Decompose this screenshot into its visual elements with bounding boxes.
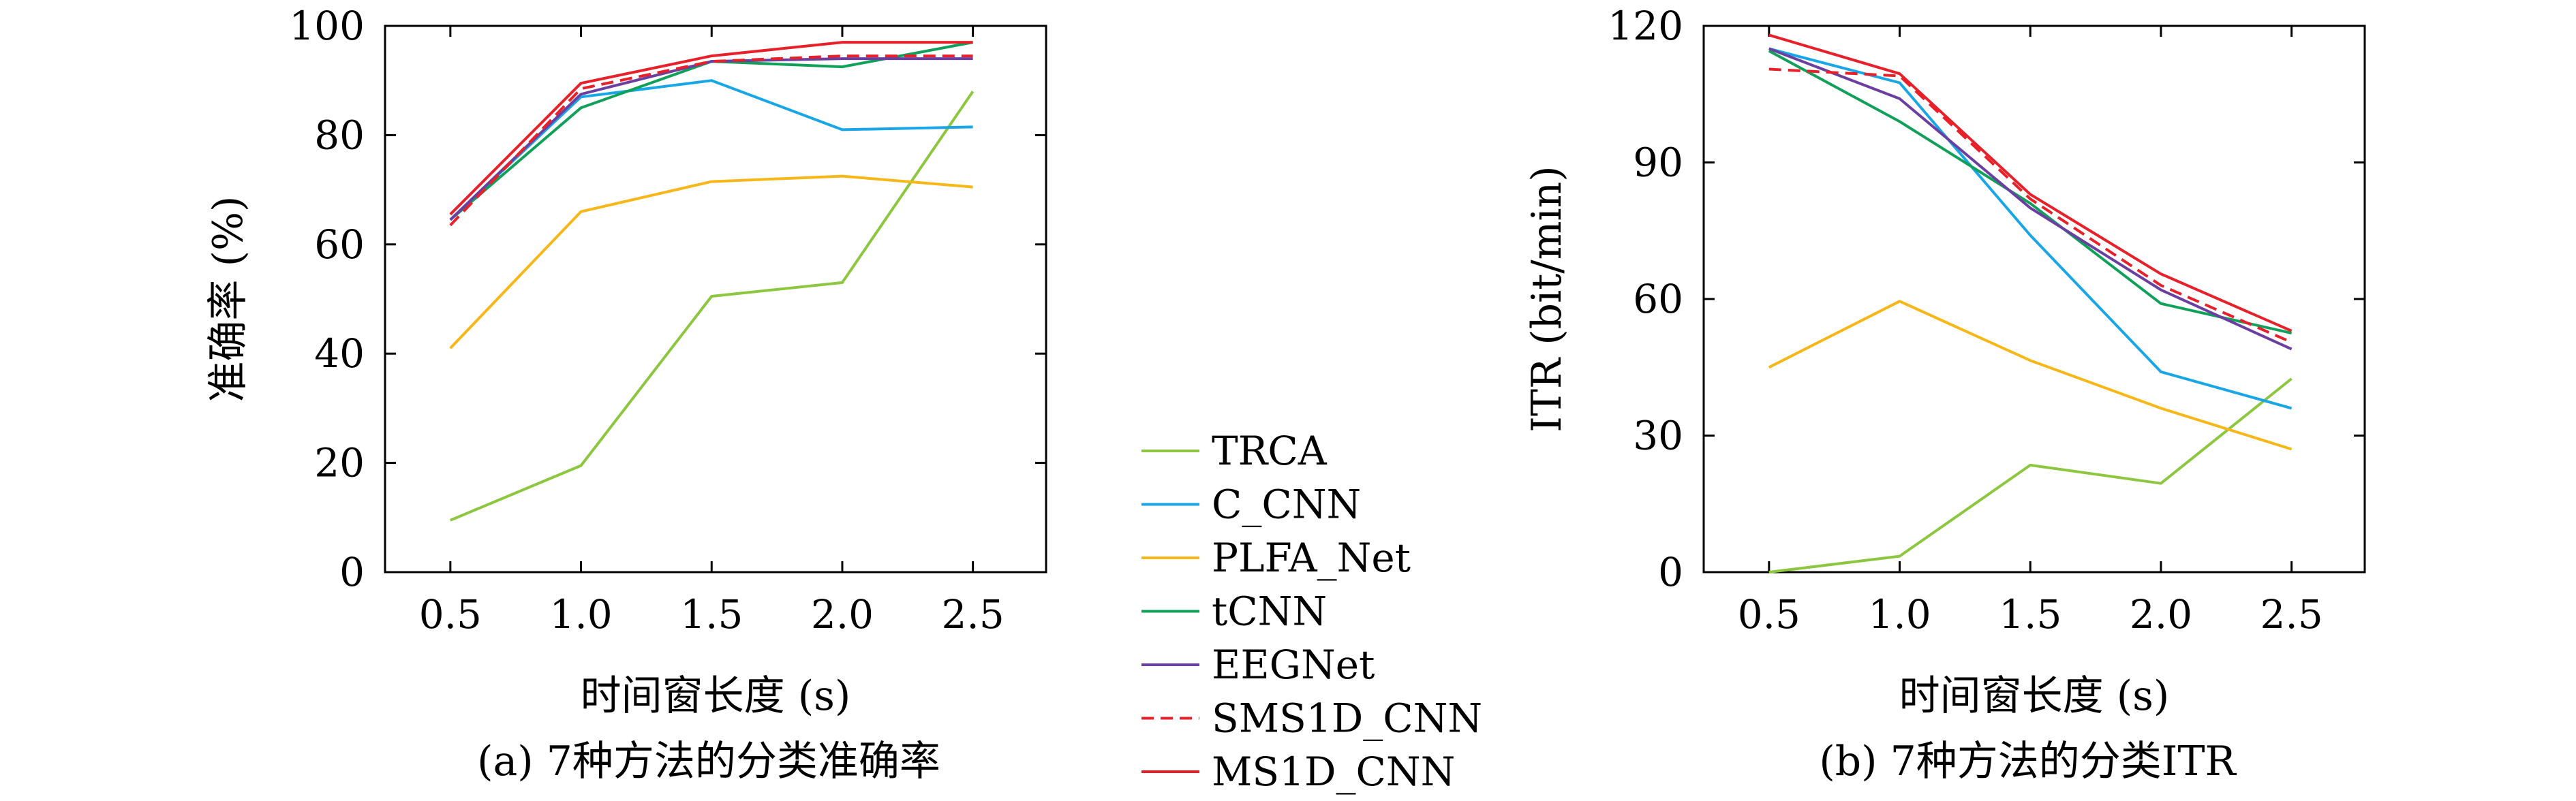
y-tick-label-b-4: 120 xyxy=(1608,3,1683,49)
caption-a: (a) 7种方法的分类准确率 xyxy=(477,738,940,785)
series-line-a-trca xyxy=(450,91,975,522)
panel-a-accuracy-chart: 0.5 1.0 1.5 2.0 2.5 0 20 40 60 80 100 时间窗长度 (s) 准确率 … xyxy=(204,3,1047,785)
series-line-b-c-cnn xyxy=(1768,47,2293,410)
y-tick-label-a-3: 60 xyxy=(314,221,365,268)
x-tick-label-a-0: 0.5 xyxy=(419,591,482,638)
series-line-a-sms1d-cnn xyxy=(449,54,973,227)
x-tick-label-a-4: 2.5 xyxy=(942,591,1005,638)
series-line-a-plfa-net xyxy=(449,174,973,349)
y-tick-label-a-5: 100 xyxy=(289,3,365,49)
y-tick-label-b-2: 60 xyxy=(1633,276,1683,322)
legend-label-trca: TRCA xyxy=(1212,428,1328,474)
plot-frame-a xyxy=(384,25,1047,574)
y-tick-label-a-4: 80 xyxy=(314,112,365,158)
series-line-a-eegnet xyxy=(449,57,973,221)
y-tick-label-a-0: 0 xyxy=(339,549,365,595)
x-tick-label-a-3: 2.0 xyxy=(811,591,874,638)
x-axis-label-b: 时间窗长度 (s) xyxy=(1899,672,2170,720)
y-axis-label-b: ITR (bit/min) xyxy=(1523,166,1571,432)
x-tick-label-b-1: 1.0 xyxy=(1868,591,1931,638)
legend-label-ms1d-cnn: MS1D_CNN xyxy=(1212,749,1455,795)
series-line-a-ms1d-cnn xyxy=(449,41,973,216)
legend-label-eegnet: EEGNet xyxy=(1212,642,1375,688)
series-line-a-tcnn xyxy=(449,41,973,221)
y-tick-label-b-0: 0 xyxy=(1658,549,1683,595)
legend-label-sms1d-cnn: SMS1D_CNN xyxy=(1212,695,1482,742)
legend-label-plfa-net: PLFA_Net xyxy=(1212,535,1411,581)
series-line-a-c-cnn xyxy=(449,79,973,221)
series-line-b-tcnn xyxy=(1768,50,2293,335)
x-tick-label-b-3: 2.0 xyxy=(2130,591,2192,638)
x-tick-label-b-4: 2.5 xyxy=(2260,591,2323,638)
legend-label-c-cnn: C_CNN xyxy=(1212,482,1361,528)
series-line-b-sms1d-cnn xyxy=(1768,67,2293,344)
x-tick-label-a-1: 1.0 xyxy=(549,591,612,638)
caption-b: (b) 7种方法的分类ITR xyxy=(1819,738,2237,785)
y-tick-label-a-1: 20 xyxy=(314,440,365,486)
series-line-b-trca xyxy=(1768,377,2293,574)
plot-frame-b xyxy=(1702,25,2366,574)
series-line-b-plfa-net xyxy=(1768,300,2293,451)
x-tick-label-b-0: 0.5 xyxy=(1738,591,1800,638)
y-tick-label-a-2: 40 xyxy=(314,330,365,377)
y-tick-label-b-3: 90 xyxy=(1633,140,1683,186)
y-axis-label-a: 准确率 (%) xyxy=(204,196,252,403)
legend: TRCA C_CNN PLFA_Net tCNN EEGNet SMS1D_CNN MS1D… xyxy=(1141,428,1482,795)
series-line-b-eegnet xyxy=(1768,47,2293,351)
series-line-b-ms1d-cnn xyxy=(1768,33,2293,332)
x-tick-label-b-2: 1.5 xyxy=(1999,591,2061,638)
legend-label-tcnn: tCNN xyxy=(1212,588,1327,635)
panel-b-itr-chart: 0.5 1.0 1.5 2.0 2.5 0 30 60 90 120 时间窗长度 (s) ITR (b… xyxy=(1523,3,2366,785)
y-tick-label-b-1: 30 xyxy=(1633,413,1683,459)
x-axis-label-a: 时间窗长度 (s) xyxy=(581,672,851,720)
x-tick-label-a-2: 1.5 xyxy=(680,591,743,638)
